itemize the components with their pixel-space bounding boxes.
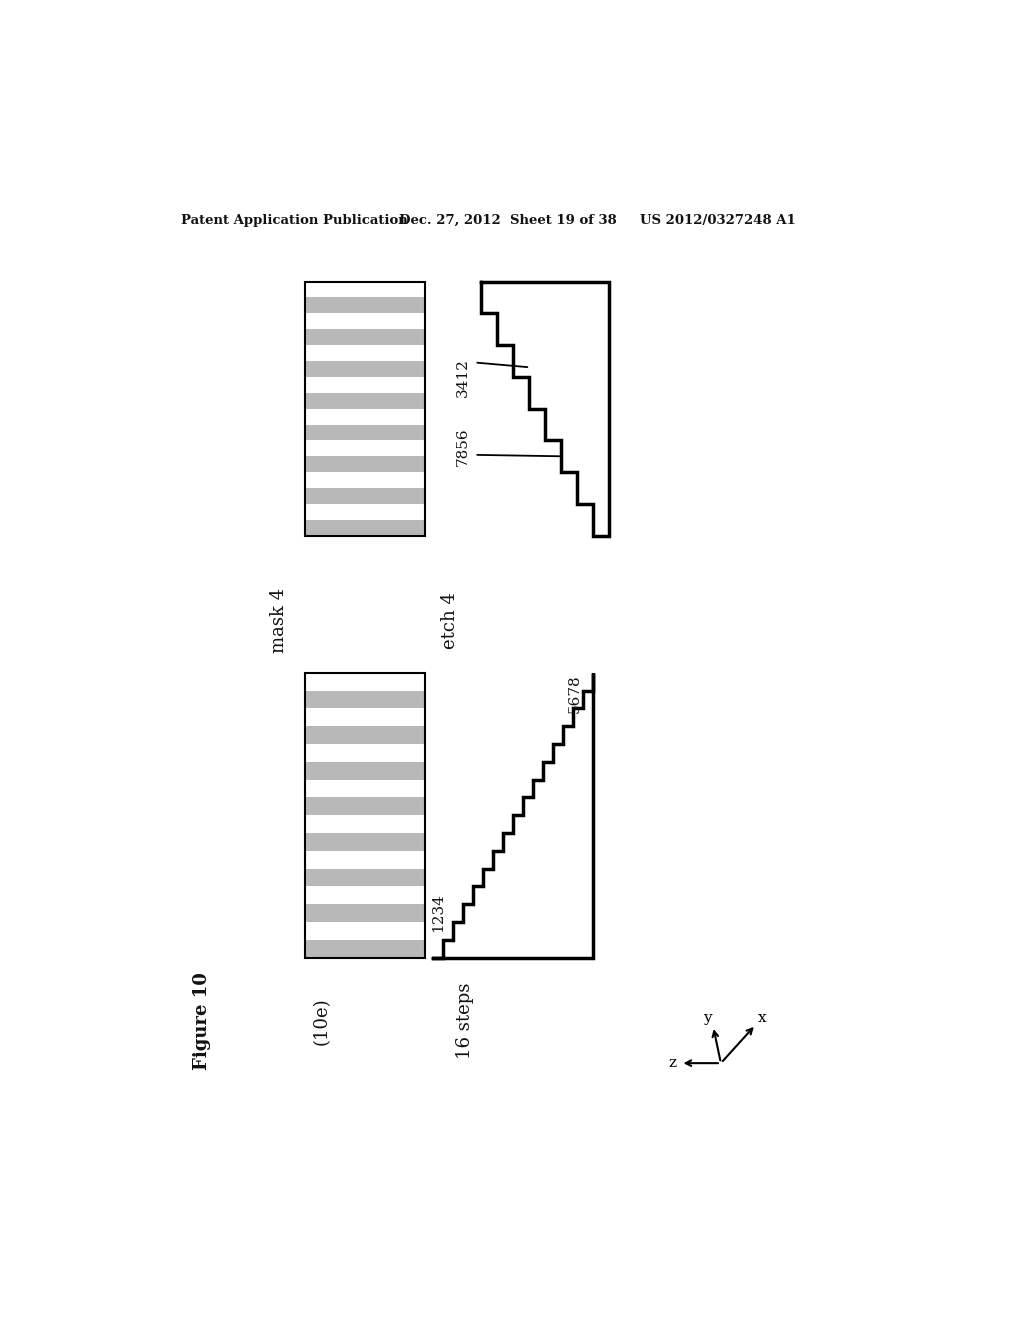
Text: Dec. 27, 2012  Sheet 19 of 38: Dec. 27, 2012 Sheet 19 of 38 xyxy=(399,214,617,227)
Text: Figure 10: Figure 10 xyxy=(193,972,211,1069)
Text: 7856: 7856 xyxy=(456,428,470,466)
Bar xyxy=(305,281,425,536)
Bar xyxy=(305,378,425,393)
Bar xyxy=(305,473,425,488)
Bar xyxy=(305,923,425,940)
Text: US 2012/0327248 A1: US 2012/0327248 A1 xyxy=(640,214,796,227)
Bar xyxy=(305,409,425,425)
Bar xyxy=(305,833,425,851)
Bar xyxy=(305,360,425,378)
Text: 5678: 5678 xyxy=(567,675,582,713)
Text: 3412: 3412 xyxy=(456,359,470,397)
Bar xyxy=(305,940,425,958)
Text: y: y xyxy=(702,1011,712,1026)
Bar xyxy=(305,457,425,473)
Bar xyxy=(305,393,425,409)
Bar xyxy=(305,425,425,441)
Bar xyxy=(305,726,425,744)
Text: z: z xyxy=(669,1056,677,1071)
Bar xyxy=(305,816,425,833)
Bar xyxy=(305,869,425,887)
Bar xyxy=(305,488,425,504)
Bar xyxy=(305,297,425,313)
Bar xyxy=(305,709,425,726)
Bar xyxy=(305,441,425,457)
Text: 1234: 1234 xyxy=(431,894,445,932)
Text: mask 4: mask 4 xyxy=(270,587,288,653)
Text: (10e): (10e) xyxy=(312,997,331,1044)
Bar xyxy=(305,345,425,360)
Bar xyxy=(305,762,425,780)
Bar xyxy=(305,673,425,690)
Bar xyxy=(305,780,425,797)
Bar xyxy=(305,904,425,923)
Text: 16 steps: 16 steps xyxy=(456,982,474,1059)
Text: etch 4: etch 4 xyxy=(440,591,459,649)
Text: Patent Application Publication: Patent Application Publication xyxy=(180,214,408,227)
Bar xyxy=(305,281,425,297)
Bar xyxy=(305,504,425,520)
Bar xyxy=(305,520,425,536)
Bar xyxy=(305,797,425,816)
Bar xyxy=(305,673,425,958)
Bar xyxy=(305,851,425,869)
Bar xyxy=(305,744,425,762)
Text: x: x xyxy=(758,1011,766,1026)
Bar xyxy=(305,313,425,329)
Bar xyxy=(305,329,425,345)
Bar xyxy=(305,887,425,904)
Bar xyxy=(305,690,425,709)
